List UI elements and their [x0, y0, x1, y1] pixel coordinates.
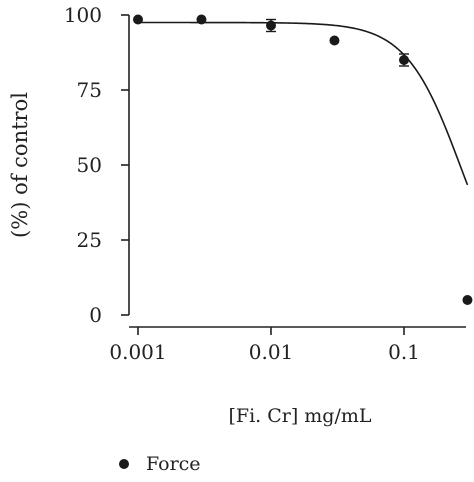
x-tick-label: 0.01	[249, 340, 294, 364]
data-point	[329, 35, 340, 46]
x-axis: 0.001 0.01 0.1	[109, 326, 466, 364]
data-point	[399, 55, 409, 65]
y-tick-label: 75	[77, 78, 102, 102]
fit-curves	[138, 21, 469, 186]
data-point	[196, 14, 207, 25]
legend: Force	[119, 453, 201, 475]
y-axis: 0 25 50 75 100	[64, 3, 130, 327]
fit-curve-line	[138, 21, 469, 186]
data-point	[133, 14, 143, 25]
legend-label: Force	[146, 453, 201, 475]
x-tick-label: 0.001	[109, 340, 166, 364]
y-axis-label: (%) of control	[8, 92, 32, 238]
y-tick-label: 100	[64, 3, 102, 27]
y-tick-label: 50	[77, 153, 102, 177]
y-tick-label: 25	[77, 228, 102, 252]
data-points	[133, 14, 473, 305]
data-point	[462, 295, 473, 305]
x-tick-label: 0.1	[388, 340, 420, 364]
x-axis-label: [Fi. Cr] mg/mL	[228, 405, 371, 427]
data-point	[266, 20, 276, 31]
y-tick-label: 0	[89, 303, 102, 327]
legend-marker	[119, 459, 129, 469]
